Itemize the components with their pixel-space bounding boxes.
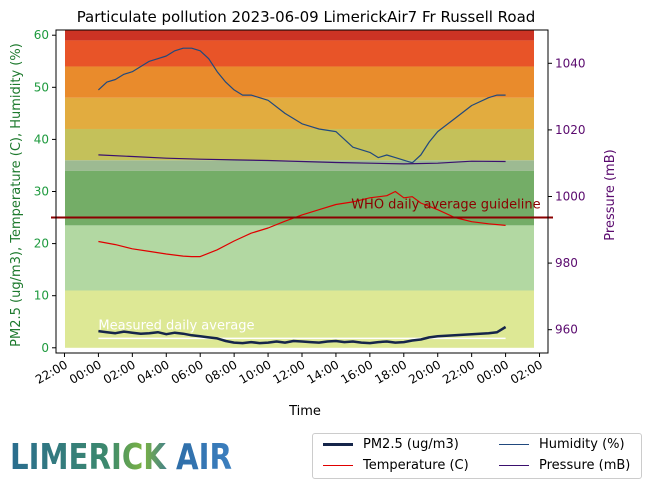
band-4 bbox=[65, 128, 534, 161]
x-tick-label-3: 04:00 bbox=[135, 357, 172, 386]
chart-title: Particulate pollution 2023-06-09 Limeric… bbox=[77, 8, 536, 26]
x-tick-label-7: 12:00 bbox=[271, 357, 308, 386]
who-guideline-label: WHO daily average guideline bbox=[351, 198, 540, 213]
y-axis-right-label: Pressure (mB) bbox=[603, 149, 618, 240]
x-tick-label-12: 22:00 bbox=[440, 357, 477, 386]
y-right-tick-label-0: 960 bbox=[555, 323, 578, 337]
y-right-tick-label-3: 1020 bbox=[555, 123, 586, 137]
legend-item-pressure: Pressure (mB) bbox=[499, 458, 630, 473]
x-tick-label-10: 18:00 bbox=[372, 357, 409, 386]
y-tick-label-3: 30 bbox=[34, 185, 49, 199]
color-bands bbox=[65, 30, 534, 348]
legend-label-pressure: Pressure (mB) bbox=[539, 458, 631, 473]
band-8 bbox=[65, 30, 534, 41]
series-line-1 bbox=[98, 190, 506, 258]
legend-label-temperature: Temperature (C) bbox=[363, 458, 469, 473]
x-tick-label-8: 14:00 bbox=[304, 357, 341, 386]
legend-item-temperature: Temperature (C) bbox=[323, 458, 469, 473]
series-line-2 bbox=[97, 47, 506, 164]
pm25-swatch bbox=[323, 443, 353, 446]
daily-average-label: Measured daily average bbox=[98, 318, 254, 333]
x-tick-label-11: 20:00 bbox=[406, 357, 443, 386]
x-tick-label-14: 02:00 bbox=[508, 357, 545, 386]
y-tick-label-5: 50 bbox=[34, 80, 49, 94]
x-tick-label-6: 10:00 bbox=[237, 357, 274, 386]
band-6 bbox=[65, 66, 534, 98]
y-tick-label-4: 40 bbox=[34, 132, 49, 146]
y-tick-label-2: 20 bbox=[34, 237, 49, 251]
band-5 bbox=[65, 97, 534, 129]
legend-label-pm25: PM2.5 (ug/m3) bbox=[363, 437, 459, 452]
series-line-pressure bbox=[98, 154, 506, 165]
legend: PM2.5 (ug/m3) Humidity (%) Temperature (… bbox=[312, 433, 642, 479]
band-3 bbox=[65, 160, 534, 171]
pressure-swatch bbox=[499, 465, 529, 466]
x-tick-label-1: 00:00 bbox=[67, 357, 104, 386]
svg-text:LIMERICK AIR: LIMERICK AIR bbox=[10, 437, 232, 474]
legend-label-humidity: Humidity (%) bbox=[539, 437, 625, 452]
x-tick-label-5: 08:00 bbox=[203, 357, 240, 386]
y-right-tick-label-1: 980 bbox=[555, 256, 578, 270]
band-7 bbox=[65, 40, 534, 67]
limerick-air-logo: LIMERICK AIR bbox=[10, 436, 235, 478]
y-right-tick-label-2: 1000 bbox=[555, 189, 586, 203]
series-lines: Measured daily average WHO daily average … bbox=[51, 47, 553, 345]
x-tick-label-9: 16:00 bbox=[338, 357, 375, 386]
series-line-0 bbox=[98, 325, 507, 345]
legend-item-humidity: Humidity (%) bbox=[499, 437, 625, 452]
y-right-tick-label-4: 1040 bbox=[555, 56, 586, 70]
chart-svg: Measured daily average WHO daily average … bbox=[9, 8, 618, 419]
x-axis-label: Time bbox=[288, 404, 321, 419]
y-tick-label-1: 10 bbox=[34, 289, 49, 303]
temperature-swatch bbox=[323, 465, 353, 466]
legend-item-pm25: PM2.5 (ug/m3) bbox=[323, 437, 459, 452]
y-tick-label-6: 60 bbox=[34, 28, 49, 42]
y-axis-label: PM2.5 (ug/m3), Temperature (C), Humidity… bbox=[9, 43, 24, 347]
x-tick-label-13: 00:00 bbox=[474, 357, 511, 386]
x-tick-label-2: 02:00 bbox=[101, 357, 138, 386]
x-tick-label-4: 06:00 bbox=[169, 357, 206, 386]
x-tick-label-0: 22:00 bbox=[33, 357, 70, 386]
band-1 bbox=[65, 225, 534, 291]
humidity-swatch bbox=[499, 444, 529, 445]
y-tick-label-0: 0 bbox=[41, 341, 49, 355]
logo-graphic: LIMERICK AIR bbox=[10, 437, 232, 478]
